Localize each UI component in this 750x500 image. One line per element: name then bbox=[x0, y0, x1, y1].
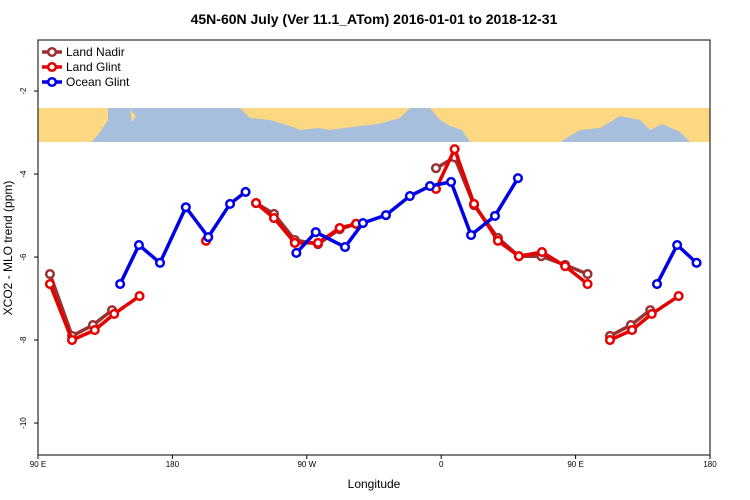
data-point bbox=[604, 334, 615, 346]
plot-frame bbox=[37, 39, 711, 456]
data-point bbox=[466, 230, 477, 241]
data-point bbox=[469, 198, 480, 209]
legend-label: Ocean Glint bbox=[66, 75, 130, 89]
data-point bbox=[582, 278, 593, 290]
chart-title: 45N-60N July (Ver 11.1_ATom) 2016-01-01 … bbox=[191, 11, 558, 27]
data-point bbox=[134, 291, 145, 302]
data-point bbox=[673, 291, 684, 302]
data-point bbox=[334, 222, 345, 234]
data-point bbox=[560, 261, 571, 272]
data-point bbox=[626, 325, 638, 336]
data-point bbox=[430, 163, 442, 174]
y-tick-label: -2 bbox=[19, 87, 28, 95]
y-axis-label: XCO2 - MLO trend (ppm) bbox=[1, 181, 15, 316]
y-tick-label: -8 bbox=[19, 336, 28, 344]
data-point bbox=[250, 198, 262, 209]
data-point bbox=[180, 202, 191, 213]
data-point bbox=[291, 247, 302, 258]
data-point bbox=[44, 278, 55, 290]
legend-label: Land Glint bbox=[66, 60, 121, 74]
data-point bbox=[446, 176, 457, 187]
data-point bbox=[240, 186, 251, 197]
data-point bbox=[310, 227, 321, 238]
series-line bbox=[48, 144, 680, 343]
data-point bbox=[154, 257, 166, 268]
data-point bbox=[651, 278, 663, 290]
legend-marker bbox=[46, 46, 58, 58]
y-tick-label: -6 bbox=[19, 253, 28, 261]
x-tick-label: 180 bbox=[166, 460, 180, 469]
data-point bbox=[289, 237, 300, 248]
data-point bbox=[513, 251, 524, 262]
data-point bbox=[312, 237, 324, 248]
data-point bbox=[424, 181, 436, 192]
data-point bbox=[672, 239, 683, 251]
data-point bbox=[691, 257, 702, 268]
x-tick-label: 90 E bbox=[567, 460, 583, 469]
data-point bbox=[133, 239, 144, 251]
x-tick-label: 90 E bbox=[30, 460, 46, 469]
y-tick-label: -10 bbox=[19, 417, 28, 429]
data-point bbox=[536, 247, 548, 258]
data-point bbox=[449, 144, 460, 155]
data-point bbox=[115, 278, 126, 290]
data-point bbox=[66, 334, 78, 346]
data-point bbox=[44, 269, 55, 280]
data-point bbox=[404, 190, 415, 202]
y-tick-label: -4 bbox=[19, 170, 28, 178]
x-tick-label: 90 W bbox=[297, 460, 316, 469]
data-point bbox=[224, 198, 236, 209]
data-point bbox=[646, 308, 657, 319]
data-point bbox=[339, 242, 351, 253]
data-point bbox=[89, 325, 100, 336]
data-point bbox=[582, 269, 593, 280]
x-tick-label: 0 bbox=[439, 460, 444, 469]
data-point bbox=[268, 212, 279, 224]
legend-marker bbox=[46, 61, 58, 73]
data-point bbox=[109, 308, 120, 319]
data-point bbox=[512, 173, 524, 184]
data-point bbox=[489, 210, 501, 222]
data-point bbox=[203, 232, 214, 243]
data-point bbox=[357, 217, 368, 229]
data-point bbox=[492, 235, 503, 246]
map-strip bbox=[38, 108, 710, 142]
x-axis-label: Longitude bbox=[348, 477, 401, 491]
legend-marker bbox=[46, 76, 58, 88]
legend-label: Land Nadir bbox=[66, 45, 125, 59]
data-point bbox=[380, 210, 391, 221]
x-tick-label: 180 bbox=[703, 460, 717, 469]
